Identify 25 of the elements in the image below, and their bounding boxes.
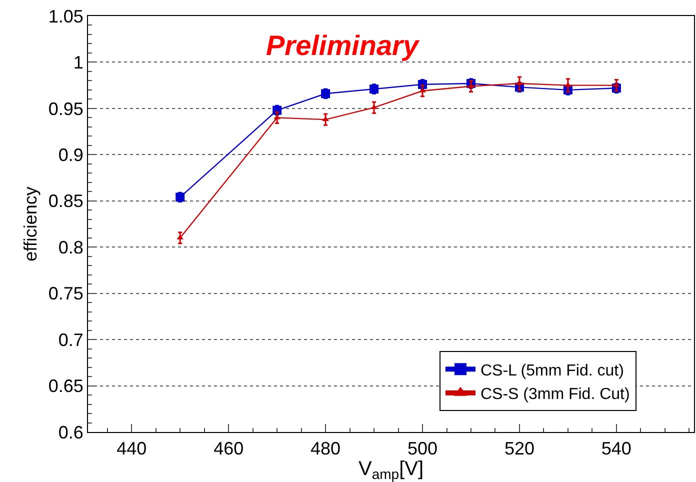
x-tick-label: 480 bbox=[310, 438, 341, 459]
y-tick-label: 0.65 bbox=[48, 376, 84, 396]
y-axis-title: efficiency bbox=[20, 186, 41, 262]
y-tick-label: 0.85 bbox=[48, 191, 84, 212]
y-tick-label: 0.75 bbox=[48, 284, 84, 304]
y-tick-label: 0.7 bbox=[58, 330, 84, 350]
y-tick-label: 0.95 bbox=[48, 98, 84, 119]
annotation: Preliminary bbox=[266, 30, 420, 61]
y-tick-label: 1.05 bbox=[48, 6, 84, 26]
legend-label: CS-S (3mm Fid. Cut) bbox=[480, 386, 630, 404]
y-tick-label: 0.9 bbox=[58, 144, 84, 165]
y-tick-label: 1 bbox=[73, 52, 84, 73]
y-tick-label: 0.8 bbox=[58, 237, 84, 258]
point bbox=[370, 104, 378, 110]
point bbox=[419, 88, 426, 92]
x-tick-label: 520 bbox=[504, 438, 534, 459]
point bbox=[516, 80, 523, 85]
x-tick-label: 540 bbox=[601, 438, 632, 459]
x-tick-label: 440 bbox=[116, 438, 147, 459]
x-tick-label: 500 bbox=[407, 438, 438, 459]
legend-label: CS-L (5mm Fid. cut) bbox=[480, 362, 624, 380]
point bbox=[468, 83, 474, 88]
y-tick-label: 0.6 bbox=[58, 422, 84, 442]
x-tick-label: 460 bbox=[214, 438, 244, 459]
x-axis-title: V$_{amp}$[V] bbox=[358, 458, 424, 482]
